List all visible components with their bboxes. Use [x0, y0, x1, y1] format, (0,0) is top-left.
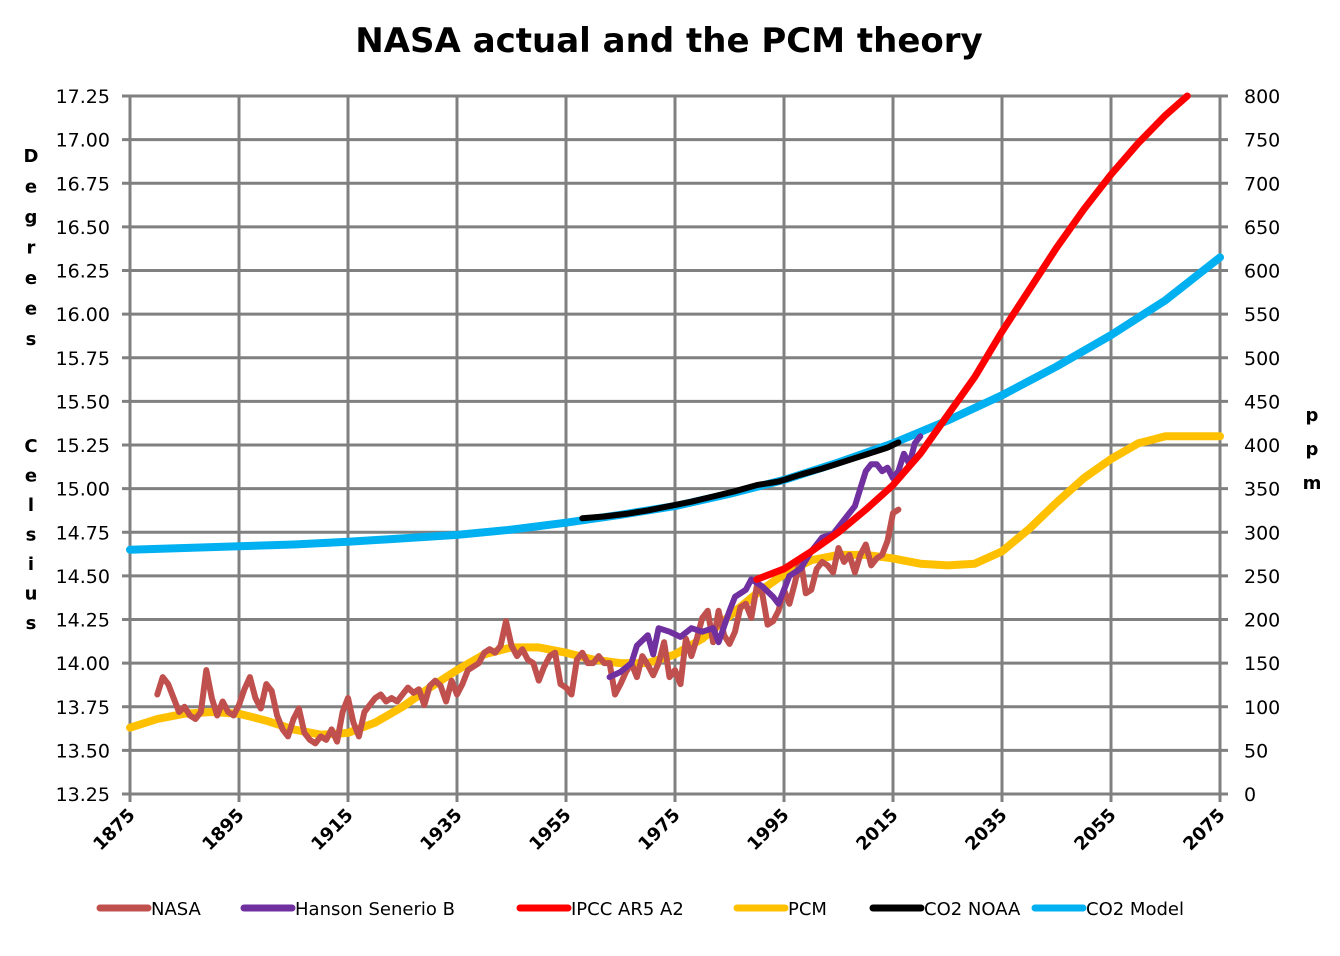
- y-tick-label: 15.50: [56, 391, 110, 413]
- y-axis-label-letter: r: [27, 238, 36, 259]
- y2-tick-label: 100: [1244, 697, 1280, 719]
- x-tick-label: 1995: [743, 805, 793, 855]
- y-axis-right-label: ppm: [1303, 405, 1322, 494]
- y-tick-label: 15.00: [56, 479, 110, 501]
- y-tick-label: 15.75: [56, 348, 110, 370]
- series-pcm-line: [126, 432, 1224, 739]
- x-tick-label: 1875: [89, 805, 139, 855]
- y2-tick-label: 400: [1244, 435, 1280, 457]
- y-tick-label: 17.25: [56, 86, 110, 108]
- y-tick-label: 16.75: [56, 173, 110, 195]
- y2-tick-label: 250: [1244, 566, 1280, 588]
- y2-tick-label: 0: [1244, 784, 1256, 806]
- legend-label-nasa: NASA: [151, 899, 202, 920]
- y-axis-label-letter: e: [25, 466, 37, 487]
- x-tick-label: 2035: [961, 805, 1011, 855]
- y-tick-label: 14.00: [56, 653, 110, 675]
- y-axis-label-letter: s: [26, 613, 37, 634]
- y-axis-label-letter: s: [26, 525, 37, 546]
- y2-tick-label: 200: [1244, 610, 1280, 632]
- y-tick-label: 17.00: [56, 130, 110, 152]
- y-tick-label: 14.75: [56, 522, 110, 544]
- y-axis-label-letter: l: [28, 495, 34, 516]
- series-nasa-line: [154, 506, 902, 747]
- series-hanson-senerio-b-line: [606, 433, 924, 681]
- y2-axis-label-letter: p: [1306, 439, 1319, 460]
- y2-tick-label: 750: [1244, 130, 1280, 152]
- x-tick-label: 1915: [307, 805, 357, 855]
- y2-tick-label: 50: [1244, 740, 1268, 762]
- x-tick-label: 1895: [198, 805, 248, 855]
- y2-tick-label: 700: [1244, 173, 1280, 195]
- y-axis-label-letter: s: [26, 329, 37, 350]
- y-axis-label-letter: D: [24, 146, 39, 167]
- y-tick-label: 16.25: [56, 261, 110, 283]
- y2-tick-label: 650: [1244, 217, 1280, 239]
- legend-label-co2-noaa: CO2 NOAA: [924, 899, 1021, 920]
- y2-axis-label-letter: m: [1303, 473, 1322, 494]
- chart-title: NASA actual and the PCM theory: [355, 21, 982, 61]
- y-axis-label-letter: e: [25, 268, 37, 289]
- y2-tick-label: 600: [1244, 261, 1280, 283]
- y2-tick-label: 500: [1244, 348, 1280, 370]
- legend: NASA Hanson Senerio B IPCC AR5 A2 PCM CO2 NO…: [96, 899, 1184, 920]
- x-tick-label: 1955: [525, 805, 575, 855]
- x-axis-ticks: 1875 1895 1915 1935 1955 1975 1995 2015 2035 2055…: [89, 805, 1229, 855]
- y2-axis-label-letter: p: [1306, 405, 1319, 426]
- y2-tick-label: 450: [1244, 391, 1280, 413]
- y-tick-label: 14.25: [56, 610, 110, 632]
- y-axis-label-letter: i: [28, 554, 34, 575]
- y-axis-label-letter: e: [25, 299, 37, 320]
- y2-tick-label: 800: [1244, 86, 1280, 108]
- y-tick-label: 13.25: [56, 784, 110, 806]
- y-axis-label-letter: g: [25, 207, 38, 228]
- legend-label-ipcc-ar5-a2: IPCC AR5 A2: [571, 899, 684, 920]
- legend-label-co2-model: CO2 Model: [1086, 899, 1184, 920]
- y-tick-label: 13.50: [56, 740, 110, 762]
- x-tick-label: 2055: [1070, 805, 1120, 855]
- y-tick-label: 14.50: [56, 566, 110, 588]
- y-axis-label-letter: u: [25, 584, 38, 605]
- y2-tick-label: 150: [1244, 653, 1280, 675]
- series-co2-noaa-line: [579, 439, 902, 522]
- y-tick-label: 13.75: [56, 697, 110, 719]
- x-tick-label: 1975: [634, 805, 684, 855]
- y-axis-right-ticks: 8007507006506005505004504003503002502001…: [1244, 86, 1280, 806]
- series-group: [126, 92, 1224, 747]
- y-axis-label-letter: e: [25, 177, 37, 198]
- y-tick-label: 15.25: [56, 435, 110, 457]
- grid: [122, 94, 1228, 802]
- y-tick-label: 16.00: [56, 304, 110, 326]
- series-ipcc-ar5-a2-line: [753, 92, 1191, 583]
- y2-tick-label: 550: [1244, 304, 1280, 326]
- y-tick-label: 16.50: [56, 217, 110, 239]
- y2-tick-label: 350: [1244, 479, 1280, 501]
- x-tick-label: 1935: [416, 805, 466, 855]
- y-axis-left-ticks: 17.25 17.00 16.75 16.50 16.25 16.00 15.75 15.50…: [56, 86, 110, 806]
- x-tick-label: 2075: [1179, 805, 1229, 855]
- legend-label-hanson-senerio-b: Hanson Senerio B: [295, 899, 455, 920]
- y-axis-label-letter: C: [24, 436, 37, 457]
- y2-tick-label: 300: [1244, 522, 1280, 544]
- legend-label-pcm: PCM: [788, 899, 827, 920]
- x-tick-label: 2015: [852, 805, 902, 855]
